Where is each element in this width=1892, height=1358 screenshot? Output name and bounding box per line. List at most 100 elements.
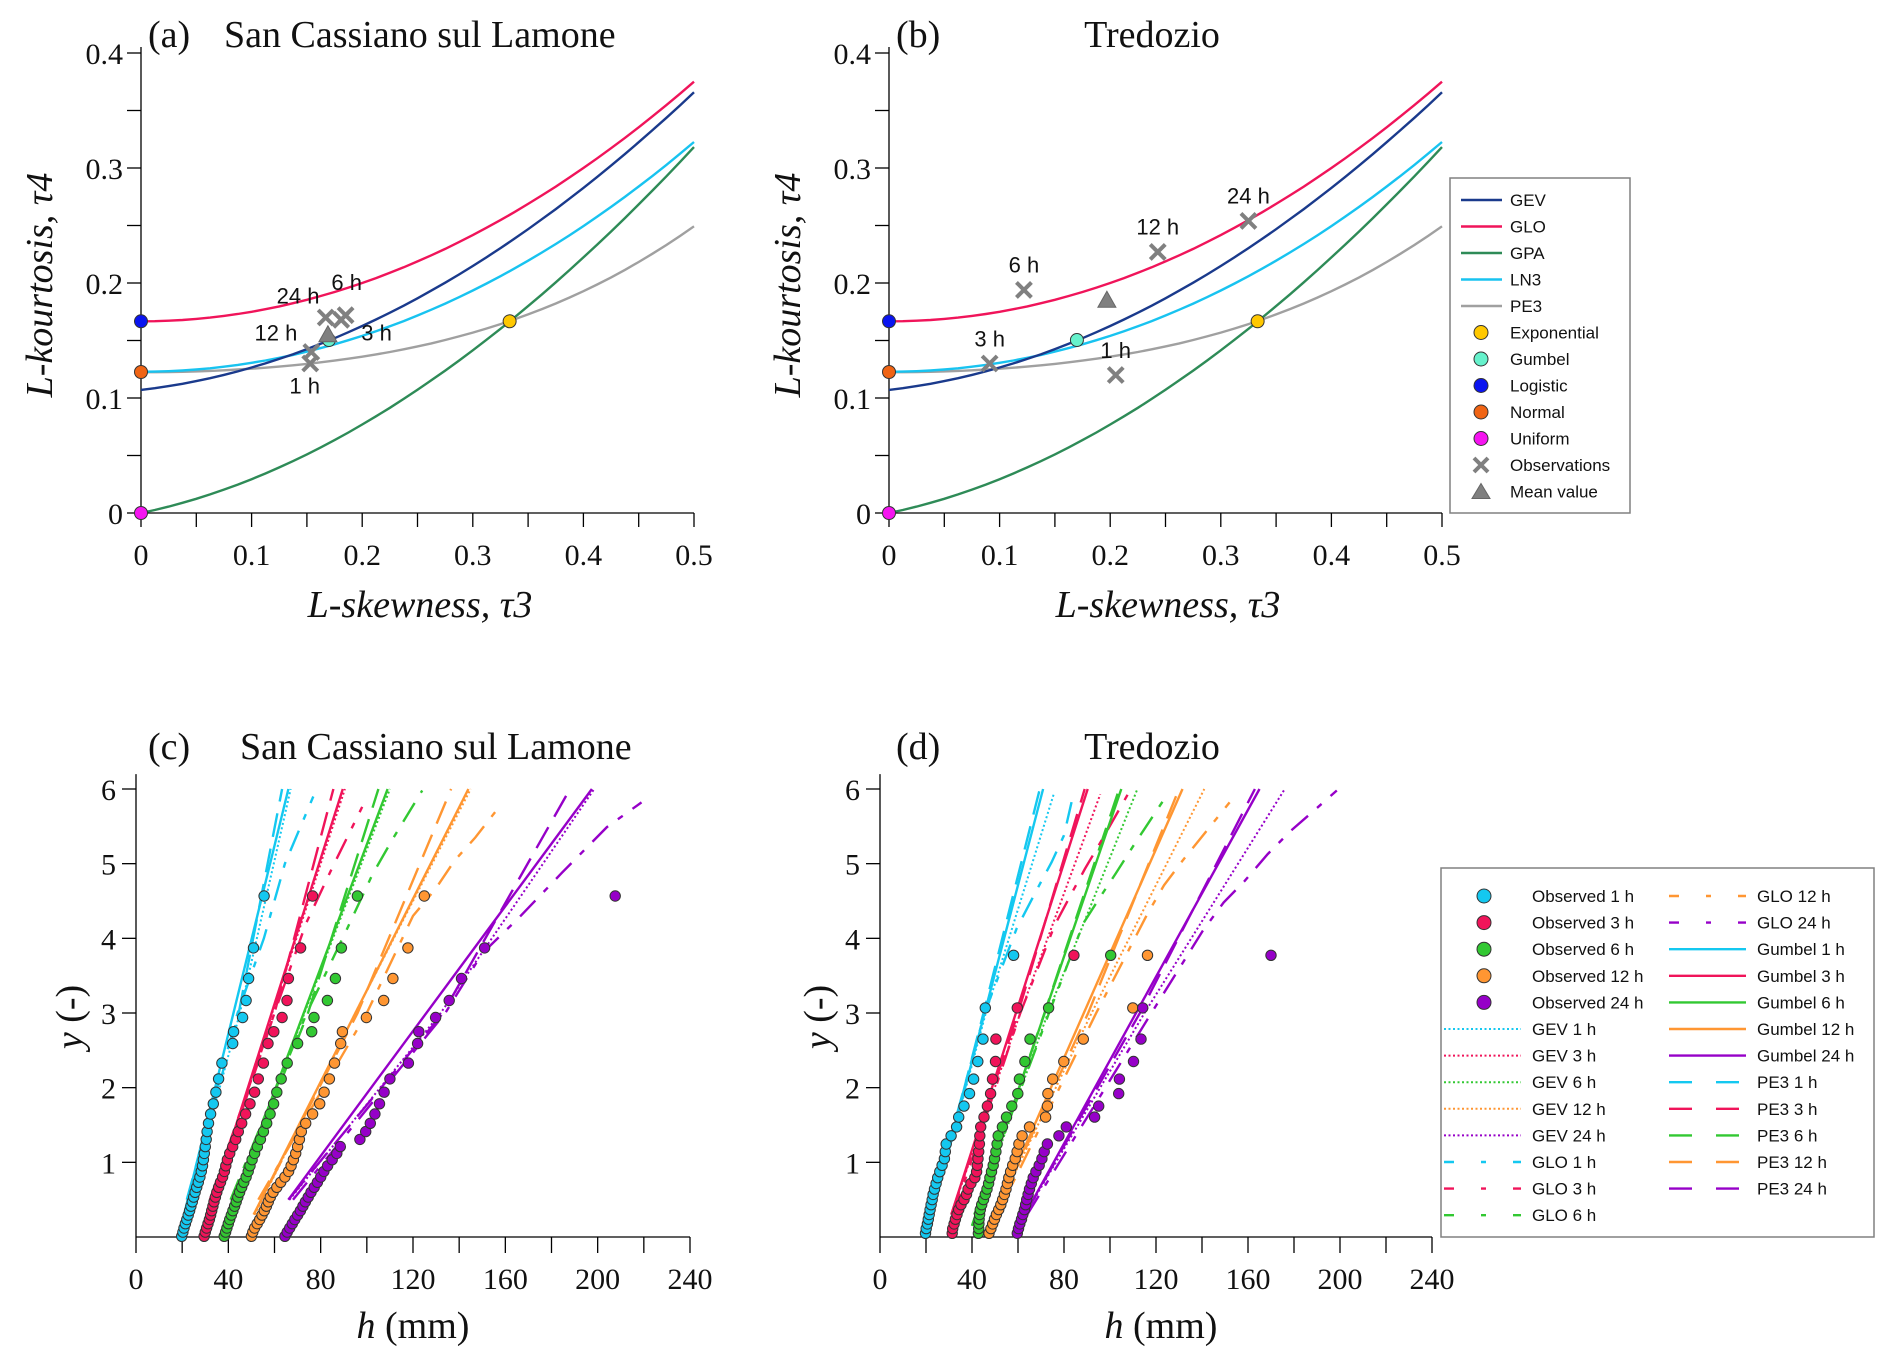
curve-pe3 (141, 225, 695, 374)
observed-point (360, 1011, 373, 1024)
observed-point (1024, 1033, 1036, 1045)
observed-point (328, 1057, 341, 1069)
observed-point (281, 1057, 293, 1069)
observed-point (1105, 949, 1117, 961)
legend-item-gumbel-6-h: Gumbel 6 h (1669, 993, 1845, 1012)
observed-point (308, 1011, 320, 1024)
observed-point (1047, 1073, 1059, 1085)
observed-point (1113, 1073, 1126, 1085)
legend-label: GLO 3 h (1532, 1180, 1596, 1199)
legend-label: GPA (1510, 244, 1545, 263)
observed-point (207, 1098, 220, 1110)
observed-point (239, 1108, 252, 1120)
observed-point (1039, 1111, 1052, 1123)
observed-point (1013, 1073, 1026, 1085)
observed-point (240, 994, 252, 1007)
point-exponential (1250, 314, 1265, 329)
observed-point (1007, 949, 1020, 961)
panel-d-ylabel: y (-) (797, 985, 839, 1053)
fit-gev-6h (228, 788, 391, 1215)
fit-gev-3h (950, 793, 1102, 1215)
observed-point (443, 994, 455, 1007)
observation-cross-icon (302, 343, 321, 361)
observed-point (1011, 1002, 1023, 1014)
observed-point (335, 1037, 347, 1050)
x-tick-label: 40 (957, 1263, 987, 1296)
x-tick-label: 0.5 (675, 539, 713, 572)
x-tick-label: 160 (1226, 1263, 1271, 1296)
observed-series-12h (983, 949, 1154, 1240)
y-tick-label: 0.4 (834, 38, 872, 71)
observed-point (958, 1100, 970, 1112)
y-tick-label: 1 (101, 1147, 116, 1180)
curve-ln3 (140, 141, 695, 373)
legend-item-gumbel-12-h: Gumbel 12 h (1669, 1020, 1854, 1039)
observed-point (1088, 1111, 1101, 1123)
panel-c-marks (176, 890, 621, 1243)
legend-box (1440, 867, 1875, 1238)
fit-glo-3h (208, 806, 364, 1201)
observed-point (262, 1037, 274, 1050)
legend-item-gumbel-24-h: Gumbel 24 h (1669, 1047, 1854, 1066)
legend-item-pe3: PE3 (1461, 297, 1542, 316)
mean-value-marker (318, 324, 338, 343)
legend-label: Uniform (1510, 430, 1570, 449)
legend-label: GEV 12 h (1532, 1100, 1606, 1119)
observed-point (429, 1011, 442, 1024)
legend-label: Normal (1510, 403, 1565, 422)
y-tick-label: 2 (845, 1073, 860, 1106)
panel-a-axes: 0 0.1 0.2 0.3 0.4 0.5 0 0.1 0.2 0.3 0.4 (86, 38, 713, 572)
observed-point (945, 1130, 957, 1142)
legend-label: GEV 6 h (1532, 1073, 1596, 1092)
legend-label: GEV (1510, 191, 1547, 210)
y-tick-label: 5 (101, 849, 116, 882)
observed-point (1012, 1087, 1024, 1100)
x-tick-label: 80 (306, 1263, 336, 1296)
observed-point (996, 1121, 1009, 1133)
x-tick-label: 0.1 (233, 539, 271, 572)
observed-point (334, 1140, 346, 1153)
legend-item-observed-12-h: Observed 12 h (1476, 967, 1644, 986)
observation-label: 1 h (289, 373, 320, 398)
observed-point (418, 890, 430, 902)
legend-item-glo-3-h: GLO 3 h (1444, 1180, 1596, 1199)
legend-dot-swatch (1476, 994, 1492, 1010)
y-tick-label: 0.3 (834, 153, 872, 186)
observed-series-6h (218, 890, 364, 1243)
legend-box (1449, 177, 1631, 514)
fit-pe3-3h (206, 788, 335, 1215)
legend-label: Observed 12 h (1532, 967, 1644, 986)
observed-point (1141, 949, 1154, 961)
legend-item-observed-1-h: Observed 1 h (1476, 887, 1634, 906)
observed-series-6h (972, 949, 1117, 1240)
observed-point (979, 1002, 991, 1014)
y-tick-label: 0.3 (86, 153, 124, 186)
x-tick-label: 0 (873, 1263, 888, 1296)
observed-point (986, 1073, 999, 1085)
observation-cross-icon (1106, 366, 1125, 384)
observed-point (963, 1087, 976, 1100)
observed-point (257, 1057, 270, 1069)
fit-gumbel-12h (252, 788, 470, 1216)
legend-item-glo-6-h: GLO 6 h (1444, 1206, 1596, 1225)
observation-label: 24 h (1227, 184, 1270, 209)
x-tick-label: 120 (1134, 1263, 1179, 1296)
observed-point (227, 1026, 240, 1038)
observed-point (336, 1026, 349, 1038)
legend-item-gpa: GPA (1461, 244, 1545, 263)
observed-point (402, 942, 414, 954)
panel-d-xlabel-var: h (1105, 1305, 1124, 1347)
observed-point (210, 1086, 222, 1098)
legend-item-exponential: Exponential (1473, 324, 1599, 343)
legend-item-glo-12-h: GLO 12 h (1669, 887, 1831, 906)
observed-point (411, 1037, 424, 1050)
panel-c-axes: 0 40 80 120 160 200 240 1 2 3 4 5 6 (101, 774, 713, 1296)
observation-cross-icon (336, 306, 355, 325)
x-tick-label: 0 (129, 1263, 144, 1296)
observed-point (967, 1073, 980, 1085)
observed-point (413, 1026, 425, 1038)
observed-point (314, 1098, 326, 1110)
observed-point (1019, 1055, 1031, 1068)
observed-point (984, 1087, 997, 1100)
panel-d-marks (919, 949, 1277, 1240)
